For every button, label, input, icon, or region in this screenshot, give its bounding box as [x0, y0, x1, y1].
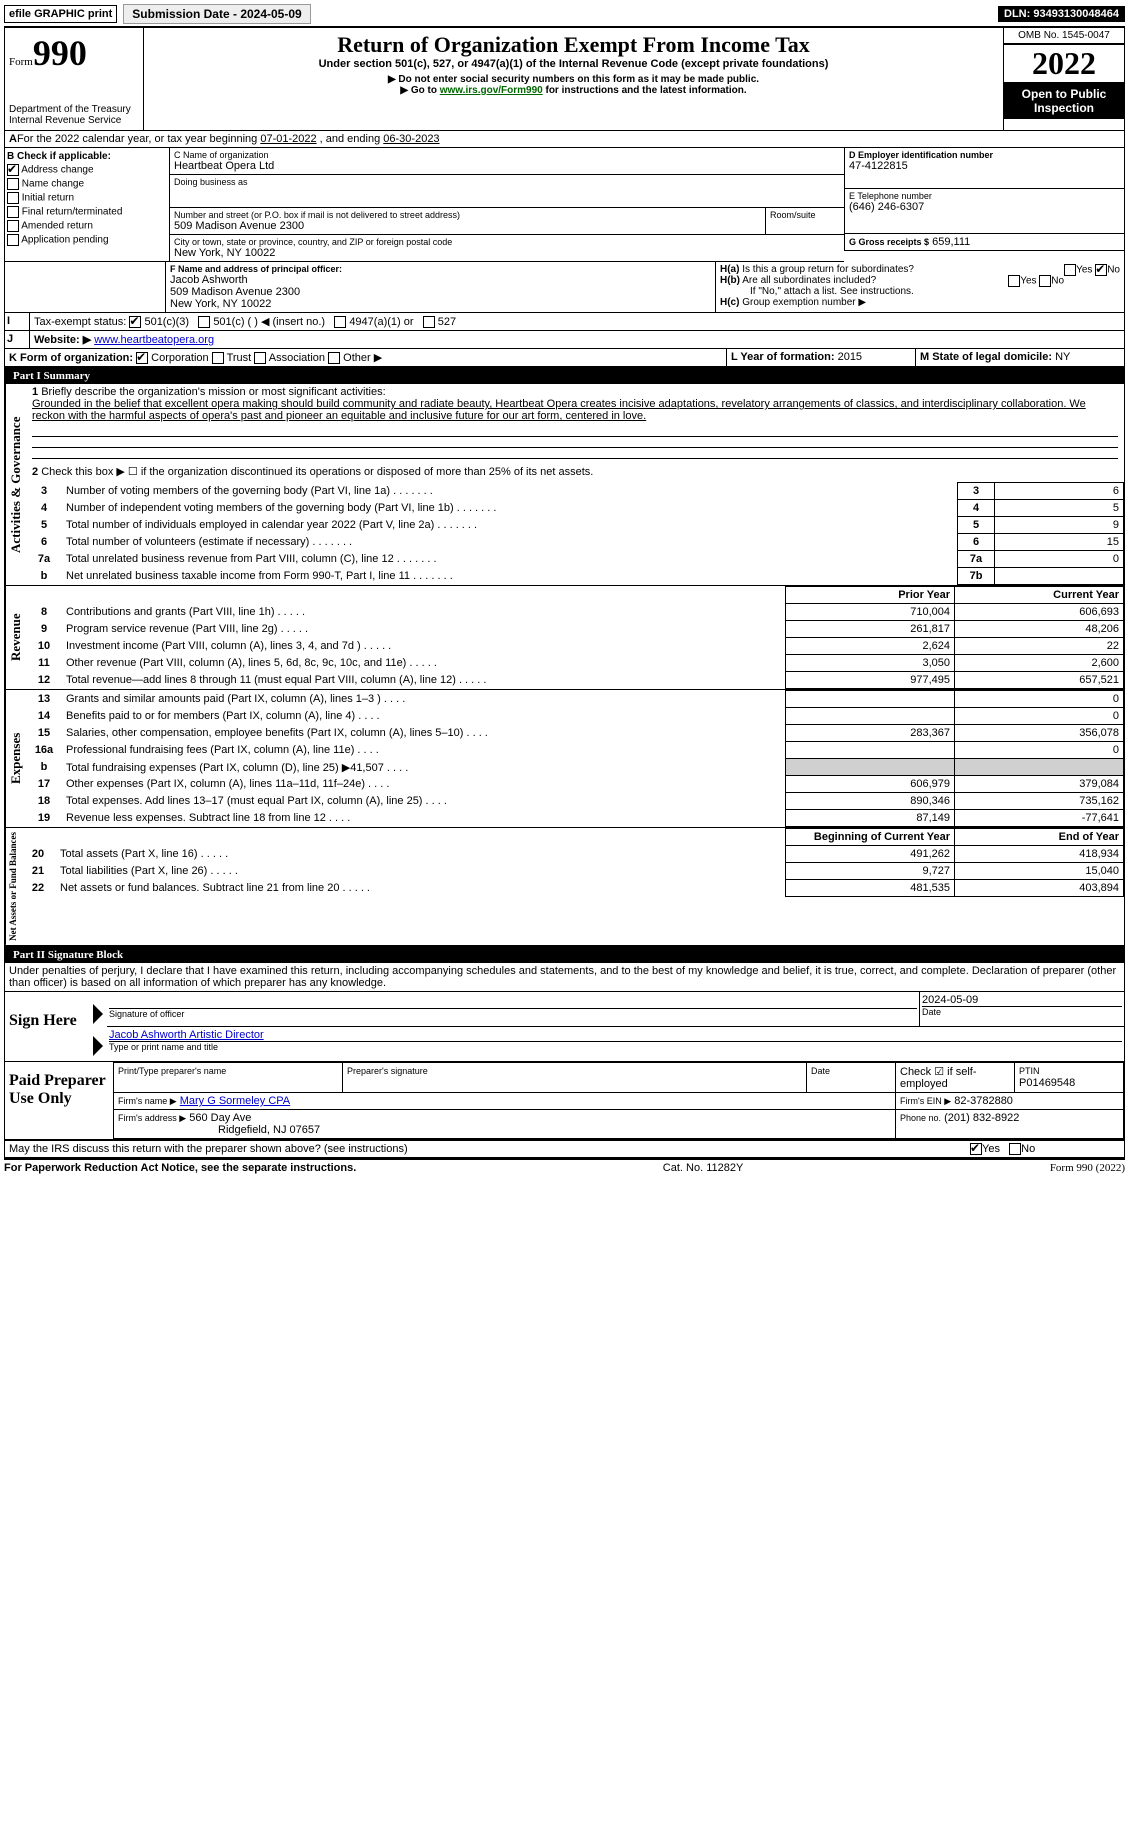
section-bcdeg: B Check if applicable: Address change Na… — [5, 148, 1124, 262]
mission-text: Grounded in the belief that excellent op… — [32, 398, 1086, 422]
part1-body: Activities & Governance 1 Briefly descri… — [5, 384, 1124, 585]
chk-initial-return[interactable]: Initial return — [7, 191, 167, 205]
chk-application-pending[interactable]: Application pending — [7, 233, 167, 247]
vlabel-expenses: Expenses — [5, 690, 26, 827]
org-name: Heartbeat Opera Ltd — [174, 160, 840, 172]
dept-treasury: Department of the Treasury — [9, 104, 139, 115]
ssn-warning: ▶ Do not enter social security numbers o… — [148, 74, 999, 85]
officer-name: Jacob Ashworth — [170, 274, 711, 286]
org-city: New York, NY 10022 — [174, 247, 840, 259]
revenue-table: Prior YearCurrent Year8Contributions and… — [26, 586, 1124, 689]
goto-line: ▶ Go to www.irs.gov/Form990 for instruct… — [148, 85, 999, 96]
chk-amended-return[interactable]: Amended return — [7, 219, 167, 233]
vlabel-revenue: Revenue — [5, 586, 26, 689]
efile-label: efile GRAPHIC print — [4, 5, 117, 23]
box-b-checklist: B Check if applicable: Address change Na… — [5, 148, 170, 262]
form-container: Form990 Department of the Treasury Inter… — [4, 27, 1125, 1160]
expenses-table: 13Grants and similar amounts paid (Part … — [26, 690, 1124, 827]
form-header: Form990 Department of the Treasury Inter… — [5, 28, 1124, 131]
website-link[interactable]: www.heartbeatopera.org — [94, 334, 214, 346]
top-bar: efile GRAPHIC print Submission Date - 20… — [4, 4, 1125, 27]
footer: For Paperwork Reduction Act Notice, see … — [4, 1160, 1125, 1174]
box-deg: D Employer identification number 47-4122… — [844, 148, 1124, 262]
box-c: C Name of organization Heartbeat Opera L… — [170, 148, 844, 262]
omb-number: OMB No. 1545-0047 — [1004, 28, 1124, 44]
phone: (646) 246-6307 — [849, 201, 1120, 213]
arrow-icon — [93, 1036, 103, 1056]
chk-address-change[interactable]: Address change — [7, 163, 167, 177]
netassets-table: Beginning of Current YearEnd of Year20To… — [20, 828, 1124, 897]
irs-link[interactable]: www.irs.gov/Form990 — [440, 85, 543, 96]
ein: 47-4122815 — [849, 160, 1120, 172]
firm-name-link[interactable]: Mary G Sormeley CPA — [180, 1095, 290, 1107]
chk-name-change[interactable]: Name change — [7, 177, 167, 191]
submission-date-button[interactable]: Submission Date - 2024-05-09 — [123, 4, 310, 24]
tax-exempt-status: Tax-exempt status: 501(c)(3) 501(c) ( ) … — [30, 313, 1124, 330]
sign-here-label: Sign Here — [5, 992, 93, 1061]
chk-final-return[interactable]: Final return/terminated — [7, 205, 167, 219]
vlabel-governance: Activities & Governance — [5, 384, 26, 585]
form-title: Return of Organization Exempt From Incom… — [148, 32, 999, 58]
gross-receipts: 659,111 — [932, 236, 970, 248]
arrow-icon — [93, 1004, 103, 1024]
dln-label: DLN: 93493130048464 — [998, 6, 1125, 22]
vlabel-netassets: Net Assets or Fund Balances — [5, 828, 20, 945]
officer-name-link[interactable]: Jacob Ashworth Artistic Director — [109, 1029, 1122, 1042]
dept-irs: Internal Revenue Service — [9, 115, 139, 126]
form-number: Form990 — [9, 32, 139, 74]
section-fh: F Name and address of principal officer:… — [5, 262, 1124, 313]
part1-header: Part I Summary — [5, 368, 1124, 384]
part2-header: Part II Signature Block — [5, 947, 1124, 963]
org-street: 509 Madison Avenue 2300 — [174, 220, 761, 232]
line-a: AFor the 2022 calendar year, or tax year… — [5, 131, 1124, 148]
governance-table: 3Number of voting members of the governi… — [26, 482, 1124, 585]
open-to-public: Open to Public Inspection — [1004, 83, 1124, 119]
paid-preparer-label: Paid Preparer Use Only — [5, 1062, 113, 1139]
perjury-declaration: Under penalties of perjury, I declare th… — [5, 963, 1124, 992]
tax-year: 2022 — [1004, 44, 1124, 83]
form-subtitle: Under section 501(c), 527, or 4947(a)(1)… — [148, 58, 999, 70]
